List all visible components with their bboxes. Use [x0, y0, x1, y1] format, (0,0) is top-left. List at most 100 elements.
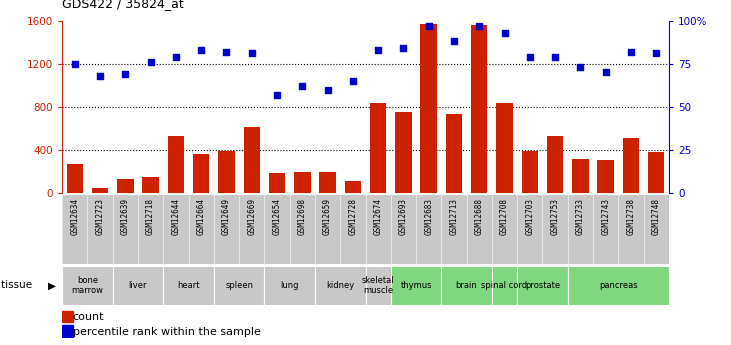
Point: [524, 54, 536, 60]
Point: [170, 54, 182, 60]
Bar: [344, 181, 361, 193]
Text: bone
marrow: bone marrow: [72, 276, 103, 295]
Point: [94, 73, 106, 79]
Bar: [420, 24, 437, 193]
Text: GSM12738: GSM12738: [626, 198, 635, 235]
Text: brain: brain: [455, 281, 477, 290]
Point: [448, 39, 460, 44]
Bar: [319, 172, 336, 193]
Text: GSM12693: GSM12693: [399, 198, 408, 235]
Text: GSM12728: GSM12728: [349, 198, 357, 235]
Text: skeletal
muscle: skeletal muscle: [362, 276, 395, 295]
Bar: [496, 103, 512, 193]
Bar: [213, 266, 265, 305]
Point: [271, 92, 283, 98]
Bar: [269, 173, 285, 193]
Point: [625, 49, 637, 55]
Bar: [143, 177, 159, 193]
Text: GSM12634: GSM12634: [70, 198, 79, 235]
Text: GDS422 / 35824_at: GDS422 / 35824_at: [62, 0, 184, 10]
Bar: [219, 151, 235, 193]
Bar: [568, 266, 669, 305]
Text: GSM12688: GSM12688: [474, 198, 484, 235]
Bar: [113, 266, 163, 305]
Text: GSM12639: GSM12639: [121, 198, 130, 235]
Bar: [294, 171, 311, 193]
Text: GSM12644: GSM12644: [171, 198, 181, 235]
Text: prostate: prostate: [525, 281, 560, 290]
Text: GSM12713: GSM12713: [450, 198, 458, 235]
Point: [297, 83, 308, 89]
Point: [246, 51, 257, 56]
Bar: [62, 266, 113, 305]
Bar: [366, 266, 391, 305]
Text: GSM12703: GSM12703: [526, 198, 534, 235]
Text: spinal cord: spinal cord: [482, 281, 528, 290]
Text: GSM12733: GSM12733: [576, 198, 585, 235]
Point: [474, 23, 485, 29]
Bar: [522, 151, 538, 193]
Point: [499, 30, 510, 36]
Point: [575, 65, 586, 70]
Bar: [265, 266, 315, 305]
Text: kidney: kidney: [326, 281, 355, 290]
Text: GSM12698: GSM12698: [298, 198, 307, 235]
Text: pancreas: pancreas: [599, 281, 637, 290]
Bar: [446, 115, 462, 193]
Text: ▶: ▶: [48, 280, 56, 290]
Bar: [62, 325, 73, 337]
Bar: [572, 159, 588, 193]
Point: [549, 54, 561, 60]
Point: [398, 46, 409, 51]
Text: thymus: thymus: [401, 281, 432, 290]
Text: percentile rank within the sample: percentile rank within the sample: [73, 327, 261, 337]
Bar: [315, 266, 366, 305]
Text: GSM12683: GSM12683: [424, 198, 433, 235]
Point: [221, 49, 232, 55]
Bar: [163, 266, 213, 305]
Text: liver: liver: [129, 281, 147, 290]
Point: [651, 51, 662, 56]
Point: [69, 61, 80, 67]
Point: [347, 78, 359, 84]
Bar: [648, 152, 664, 193]
Text: GSM12753: GSM12753: [550, 198, 560, 235]
Text: GSM12723: GSM12723: [96, 198, 105, 235]
Bar: [547, 136, 564, 193]
Point: [195, 47, 207, 53]
Text: GSM12708: GSM12708: [500, 198, 509, 235]
Text: GSM12664: GSM12664: [197, 198, 205, 235]
Bar: [243, 127, 260, 193]
Point: [119, 71, 131, 77]
Bar: [67, 164, 83, 193]
Text: GSM12743: GSM12743: [601, 198, 610, 235]
Bar: [518, 266, 568, 305]
Text: GSM12674: GSM12674: [374, 198, 382, 235]
Text: tissue: tissue: [1, 280, 35, 290]
Text: GSM12659: GSM12659: [323, 198, 332, 235]
Bar: [492, 266, 518, 305]
Point: [322, 87, 333, 92]
Text: GSM12649: GSM12649: [222, 198, 231, 235]
Point: [372, 47, 384, 53]
Point: [423, 23, 434, 29]
Text: spleen: spleen: [225, 281, 253, 290]
Point: [600, 70, 612, 75]
Bar: [471, 25, 488, 193]
Text: count: count: [73, 312, 105, 322]
Bar: [391, 266, 442, 305]
Text: GSM12654: GSM12654: [273, 198, 281, 235]
Bar: [442, 266, 492, 305]
Text: lung: lung: [281, 281, 299, 290]
Text: heart: heart: [178, 281, 200, 290]
Bar: [395, 112, 412, 193]
Bar: [92, 188, 108, 193]
Point: [145, 59, 156, 65]
Bar: [370, 103, 387, 193]
Bar: [167, 136, 184, 193]
Bar: [193, 154, 209, 193]
Bar: [62, 311, 73, 322]
Bar: [117, 179, 134, 193]
Bar: [623, 138, 639, 193]
Text: GSM12669: GSM12669: [247, 198, 257, 235]
